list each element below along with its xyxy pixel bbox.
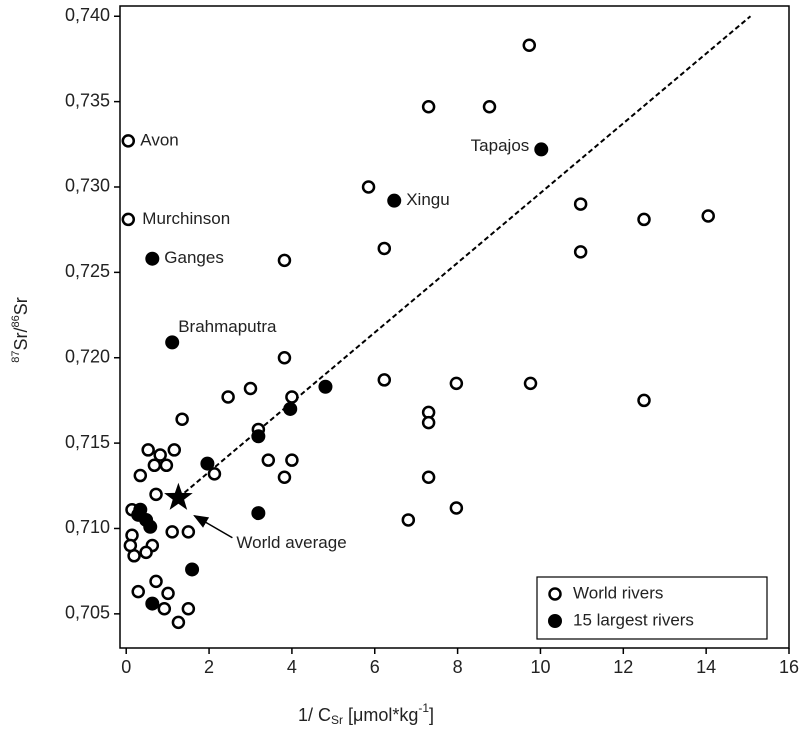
open-point xyxy=(573,197,588,211)
open-point xyxy=(181,601,196,616)
open-point xyxy=(482,99,497,114)
open-point xyxy=(121,212,136,227)
open-point xyxy=(277,253,292,268)
open-point xyxy=(277,470,292,485)
open-point xyxy=(159,458,174,473)
open-point xyxy=(207,467,222,481)
filled-point xyxy=(318,379,333,394)
world-average-star xyxy=(164,482,193,510)
y-tick-label: 0,735 xyxy=(65,90,110,110)
filled-point xyxy=(283,401,298,416)
open-point xyxy=(261,453,276,467)
filled-point xyxy=(185,562,200,577)
legend-marker xyxy=(548,587,562,601)
legend-label: World rivers xyxy=(573,583,663,602)
annotation: Avon xyxy=(140,130,178,149)
annotation: Xingu xyxy=(406,190,449,209)
y-axis-label: 87Sr/86Sr xyxy=(10,297,31,363)
x-tick-label: 12 xyxy=(613,657,633,677)
open-point xyxy=(401,513,416,527)
y-tick-label: 0,715 xyxy=(65,432,110,452)
annotation: Murchinson xyxy=(142,209,230,228)
open-point xyxy=(421,99,436,114)
open-point xyxy=(161,586,175,601)
filled-point xyxy=(145,596,160,611)
open-point xyxy=(157,601,172,616)
open-point xyxy=(133,468,148,483)
open-point xyxy=(377,373,392,387)
filled-point xyxy=(200,456,215,471)
open-point xyxy=(139,545,153,560)
trend-line xyxy=(177,15,752,499)
filled-point xyxy=(165,335,180,350)
open-point xyxy=(421,470,436,485)
filled-point xyxy=(143,519,158,534)
open-point xyxy=(165,525,179,539)
open-point xyxy=(153,448,167,462)
x-tick-label: 6 xyxy=(370,657,380,677)
y-tick-label: 0,705 xyxy=(65,603,110,623)
x-tick-label: 14 xyxy=(696,657,716,677)
x-tick-label: 0 xyxy=(121,657,131,677)
open-point xyxy=(377,241,392,256)
open-point xyxy=(573,245,588,259)
x-tick-label: 2 xyxy=(204,657,214,677)
open-point xyxy=(285,390,299,404)
open-point xyxy=(149,574,163,589)
annotation-arrow xyxy=(193,514,233,539)
open-point xyxy=(171,615,186,630)
open-point xyxy=(123,538,138,553)
open-point xyxy=(285,453,299,467)
plot-frame xyxy=(119,5,790,649)
y-tick-label: 0,740 xyxy=(65,5,110,25)
open-point xyxy=(522,38,537,53)
open-point xyxy=(243,381,258,396)
filled-point xyxy=(534,142,549,157)
open-point xyxy=(147,458,162,473)
annotation: World average xyxy=(236,533,346,552)
x-axis-label: 1/ CSr [μmol*kg-1] xyxy=(298,701,434,727)
open-point xyxy=(701,209,715,223)
filled-point xyxy=(251,506,266,521)
open-point xyxy=(221,390,235,404)
open-point xyxy=(277,350,292,365)
filled-point xyxy=(145,251,160,266)
y-tick-label: 0,710 xyxy=(65,517,110,537)
open-point xyxy=(175,412,189,426)
open-point xyxy=(421,415,436,430)
x-tick-label: 16 xyxy=(779,657,799,677)
x-tick-label: 10 xyxy=(530,657,550,677)
legend-box xyxy=(536,576,768,640)
legend-label: 15 largest rivers xyxy=(573,610,694,629)
open-point xyxy=(637,393,651,408)
y-tick-label: 0,725 xyxy=(65,261,110,281)
x-tick-label: 4 xyxy=(287,657,297,677)
open-point xyxy=(131,584,145,599)
open-point xyxy=(361,180,376,194)
open-point xyxy=(149,487,163,502)
open-point xyxy=(121,134,136,148)
annotation: Brahmaputra xyxy=(178,317,277,336)
open-point xyxy=(141,443,155,457)
filled-point xyxy=(387,193,402,208)
open-point xyxy=(181,525,196,539)
annotation: Tapajos xyxy=(471,136,530,155)
legend-marker xyxy=(548,614,562,628)
open-point xyxy=(449,376,464,391)
y-tick-label: 0,720 xyxy=(65,346,110,366)
x-tick-label: 8 xyxy=(453,657,463,677)
open-point xyxy=(167,443,182,457)
filled-point xyxy=(251,429,266,444)
filled-point xyxy=(131,507,146,522)
open-point xyxy=(637,212,651,227)
open-point xyxy=(523,376,538,391)
annotation: Ganges xyxy=(164,248,224,267)
open-point xyxy=(449,501,464,515)
y-tick-label: 0,730 xyxy=(65,176,110,196)
